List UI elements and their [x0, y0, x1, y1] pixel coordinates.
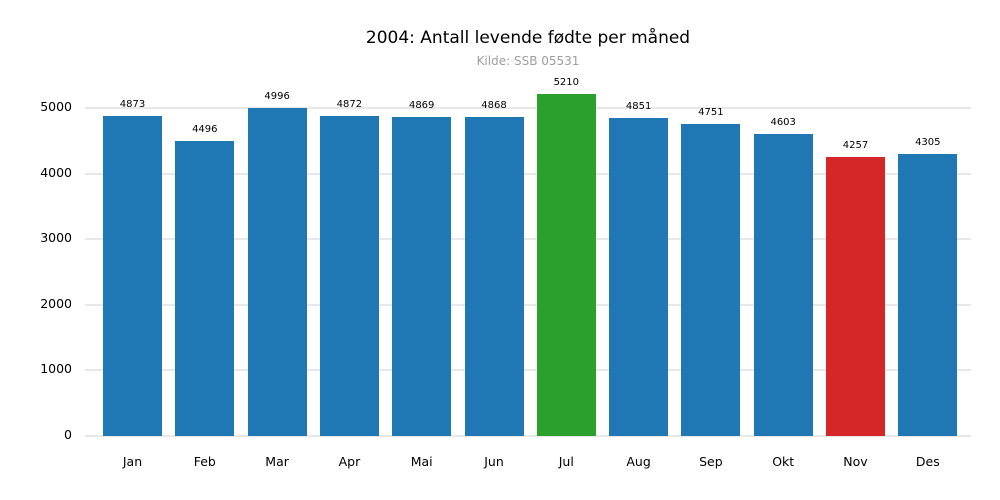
bar-des [898, 153, 958, 436]
x-axis-tick-label: Des [915, 454, 940, 469]
bar-value-label: 4603 [770, 117, 796, 128]
bar-value-label: 5210 [553, 77, 580, 89]
bar-value-label: 4305 [915, 136, 941, 148]
bar-okt [753, 134, 813, 436]
x-axis-tick-label: Apr [338, 454, 361, 469]
gridline-y-3000 [85, 238, 971, 241]
gridline-y-4000 [85, 172, 971, 175]
x-axis-tick-label: Nov [843, 454, 868, 469]
bar-value-label: 4851 [625, 100, 652, 112]
bar-value-label: 4873 [119, 99, 146, 111]
x-axis-tick-label: Sep [699, 454, 723, 469]
x-axis-tick-label: Jan [122, 454, 143, 469]
bar-jul [536, 94, 596, 436]
y-axis-tick-label: 1000 [40, 361, 72, 377]
x-axis-tick-label: Okt [772, 454, 795, 469]
bar-value-label: 4872 [336, 99, 363, 111]
x-axis-tick-label: Jul [558, 454, 574, 469]
bar-nov [826, 156, 885, 436]
x-axis-tick-label: Mar [265, 454, 289, 469]
y-axis-tick-label: 4000 [40, 164, 72, 180]
bar-apr [319, 116, 379, 436]
bar-value-label: 4868 [481, 99, 507, 111]
bar-value-label: 4496 [192, 124, 218, 136]
bar-feb [175, 141, 235, 436]
bar-value-label: 4996 [264, 91, 290, 103]
x-axis-tick-label: Aug [626, 454, 651, 469]
x-axis-tick-label: Jun [484, 454, 504, 469]
y-axis-tick-label: 5000 [40, 99, 72, 114]
y-axis-tick-label: 2000 [40, 295, 72, 311]
chart-subtitle: Kilde: SSB 05531 [476, 54, 580, 68]
chart-title: 2004: Antall levende fødte per måned [365, 28, 691, 48]
bar-jan [103, 116, 162, 436]
y-axis-tick-label: 3000 [40, 230, 72, 246]
bar-sep [681, 124, 741, 436]
gridline-y-5000 [85, 107, 971, 109]
bar-jun [464, 116, 524, 436]
y-axis-tick-label: 0 [64, 427, 72, 442]
bar-value-label: 4751 [698, 107, 724, 119]
gridline-y-0 [85, 435, 971, 437]
bar-aug [609, 117, 669, 436]
gridline-y-2000 [85, 303, 971, 306]
bar-value-label: 4869 [408, 99, 435, 111]
bar-value-label: 4257 [842, 139, 869, 151]
x-axis-tick-label: Mai [410, 454, 433, 469]
bar-mar [247, 108, 307, 436]
bar-mai [392, 116, 452, 436]
gridline-y-1000 [85, 369, 971, 372]
x-axis-tick-label: Feb [193, 454, 216, 469]
